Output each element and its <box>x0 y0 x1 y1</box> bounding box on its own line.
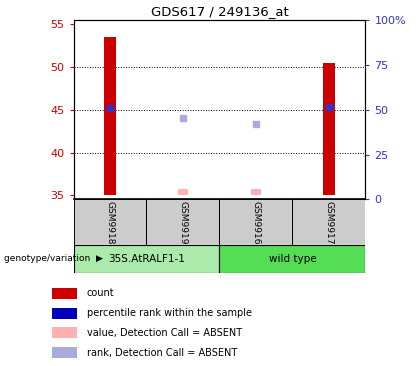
Bar <box>74 199 147 245</box>
Bar <box>220 245 365 273</box>
Title: GDS617 / 249136_at: GDS617 / 249136_at <box>151 4 288 18</box>
Bar <box>52 347 77 358</box>
Bar <box>292 199 365 245</box>
Text: 35S.AtRALF1-1: 35S.AtRALF1-1 <box>108 254 185 264</box>
Text: count: count <box>87 288 114 299</box>
Text: GSM9916: GSM9916 <box>252 201 260 244</box>
Bar <box>52 308 77 319</box>
Text: value, Detection Call = ABSENT: value, Detection Call = ABSENT <box>87 328 242 338</box>
Bar <box>323 63 335 195</box>
Bar <box>147 199 220 245</box>
Text: GSM9919: GSM9919 <box>178 201 187 244</box>
Bar <box>52 288 77 299</box>
Point <box>326 104 332 110</box>
Text: wild type: wild type <box>269 254 316 264</box>
Text: genotype/variation  ▶: genotype/variation ▶ <box>4 254 103 264</box>
Point <box>107 105 113 111</box>
Bar <box>104 37 116 195</box>
Text: rank, Detection Call = ABSENT: rank, Detection Call = ABSENT <box>87 347 237 358</box>
Point <box>252 122 259 127</box>
Bar <box>251 189 261 195</box>
Bar <box>220 199 292 245</box>
Bar <box>52 327 77 338</box>
Point <box>180 115 186 121</box>
Bar <box>178 189 188 195</box>
Text: GSM9917: GSM9917 <box>324 201 333 244</box>
Bar <box>74 245 220 273</box>
Text: percentile rank within the sample: percentile rank within the sample <box>87 308 252 318</box>
Text: GSM9918: GSM9918 <box>105 201 115 244</box>
